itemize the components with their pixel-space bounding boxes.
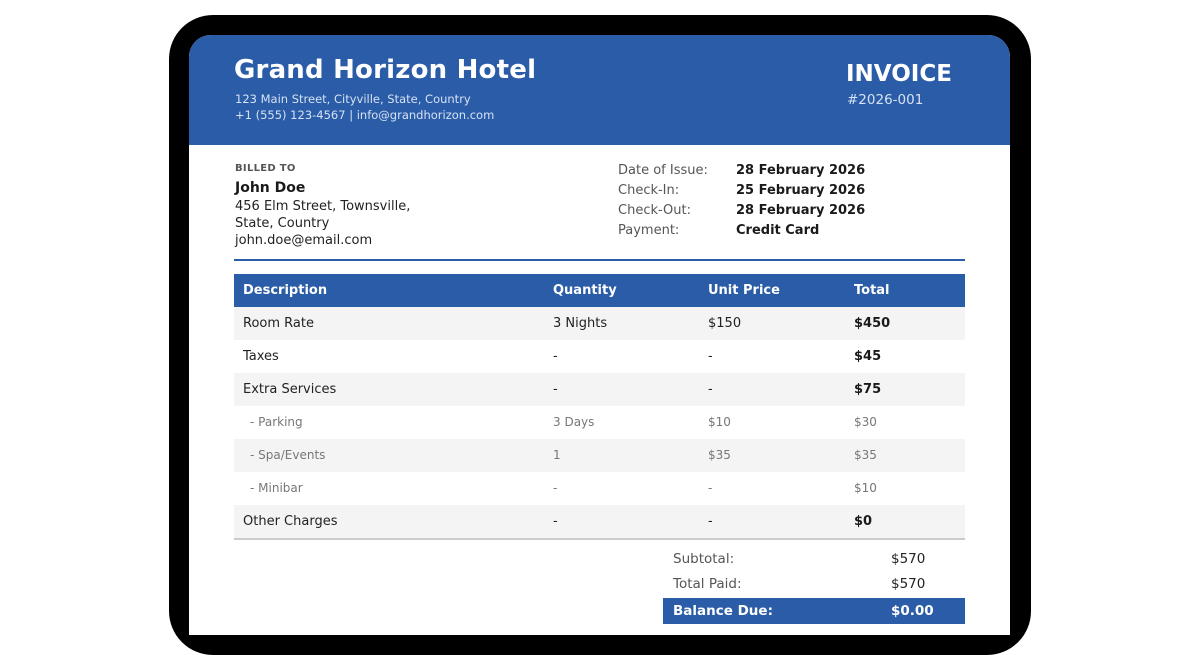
table-row: Room Rate 3 Nights $150 $450 — [234, 307, 965, 340]
check-in-value: 25 February 2026 — [736, 183, 866, 198]
row-description: Taxes — [243, 349, 279, 364]
balance-due-label: Balance Due: — [673, 603, 773, 619]
hotel-address: 123 Main Street, Cityville, State, Count… — [235, 92, 471, 106]
subrow-unit-price: $10 — [708, 415, 731, 429]
customer-address-line2: State, Country — [235, 216, 330, 231]
subtotal-value: $570 — [891, 551, 926, 567]
subrow-total: $30 — [854, 415, 877, 429]
subrow-quantity: 1 — [553, 448, 561, 462]
subrow-unit-price: - — [708, 481, 713, 495]
subrow-total: $10 — [854, 481, 877, 495]
table-header: Description Quantity Unit Price Total — [234, 274, 965, 307]
header-description: Description — [243, 283, 328, 298]
row-total: $45 — [854, 349, 882, 364]
customer-name: John Doe — [235, 180, 306, 196]
payment-label: Payment: — [618, 223, 680, 238]
table-bottom-rule — [234, 538, 965, 540]
row-description: Other Charges — [243, 514, 338, 529]
row-unit-price: - — [708, 514, 713, 529]
invoice-header: Grand Horizon Hotel 123 Main Street, Cit… — [189, 35, 1010, 145]
issue-date-label: Date of Issue: — [618, 163, 708, 178]
check-out-label: Check-Out: — [618, 203, 691, 218]
row-total: $75 — [854, 382, 882, 397]
issue-date-value: 28 February 2026 — [736, 163, 866, 178]
table-subrow: - Parking 3 Days $10 $30 — [234, 406, 965, 439]
subrow-quantity: - — [553, 481, 558, 495]
invoice-title: INVOICE — [846, 61, 952, 87]
table-row: Taxes - - $45 — [234, 340, 965, 373]
subrow-description: - Parking — [250, 415, 303, 429]
row-unit-price: $150 — [708, 316, 742, 331]
table-subrow: - Spa/Events 1 $35 $35 — [234, 439, 965, 472]
row-quantity: 3 Nights — [553, 316, 608, 331]
subrow-description: - Minibar — [250, 481, 303, 495]
customer-address-line1: 456 Elm Street, Townsville, — [235, 199, 411, 214]
table-row: Extra Services - - $75 — [234, 373, 965, 406]
check-in-label: Check-In: — [618, 183, 680, 198]
subrow-total: $35 — [854, 448, 877, 462]
payment-value: Credit Card — [736, 223, 820, 238]
invoice-page: Grand Horizon Hotel 123 Main Street, Cit… — [189, 35, 1010, 635]
table-subrow: - Minibar - - $10 — [234, 472, 965, 505]
section-divider — [234, 259, 965, 261]
row-total: $450 — [854, 316, 891, 331]
header-unit-price: Unit Price — [708, 283, 780, 298]
row-total: $0 — [854, 514, 873, 529]
row-description: Extra Services — [243, 382, 337, 397]
row-description: Room Rate — [243, 316, 314, 331]
subrow-description: - Spa/Events — [250, 448, 326, 462]
total-paid-value: $570 — [891, 576, 926, 592]
row-quantity: - — [553, 349, 558, 364]
table-row: Other Charges - - $0 — [234, 505, 965, 538]
header-total: Total — [854, 283, 890, 298]
billed-to-label: BILLED TO — [235, 163, 296, 174]
row-unit-price: - — [708, 382, 713, 397]
row-unit-price: - — [708, 349, 713, 364]
total-paid-label: Total Paid: — [673, 576, 742, 592]
subrow-quantity: 3 Days — [553, 415, 595, 429]
balance-due-bar: Balance Due: $0.00 — [663, 598, 965, 624]
subtotal-label: Subtotal: — [673, 551, 735, 567]
invoice-number: #2026-001 — [847, 92, 924, 108]
check-out-value: 28 February 2026 — [736, 203, 866, 218]
balance-due-value: $0.00 — [891, 603, 934, 619]
hotel-name: Grand Horizon Hotel — [234, 55, 537, 85]
charges-table: Description Quantity Unit Price Total Ro… — [234, 274, 965, 540]
hotel-contact: +1 (555) 123-4567 | info@grandhorizon.co… — [235, 108, 495, 122]
header-quantity: Quantity — [553, 283, 617, 298]
row-quantity: - — [553, 514, 558, 529]
customer-email: john.doe@email.com — [235, 233, 373, 248]
subrow-unit-price: $35 — [708, 448, 731, 462]
row-quantity: - — [553, 382, 558, 397]
